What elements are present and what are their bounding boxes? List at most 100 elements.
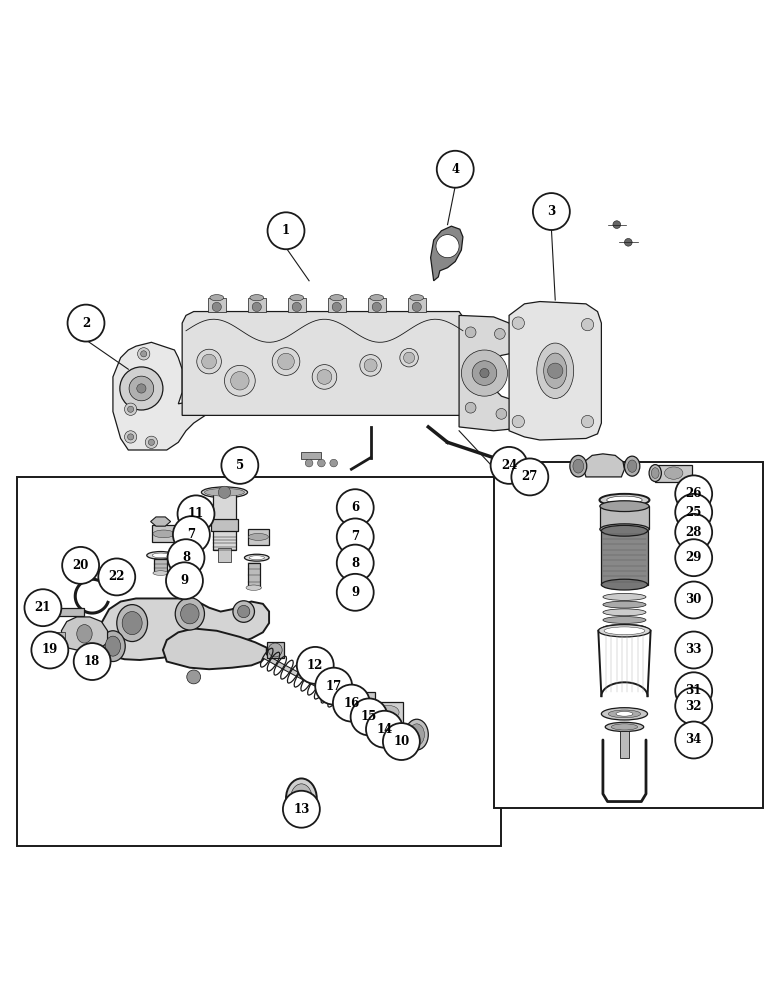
Ellipse shape xyxy=(652,468,659,478)
Ellipse shape xyxy=(603,617,646,623)
Text: 29: 29 xyxy=(686,551,702,564)
Ellipse shape xyxy=(603,609,646,616)
Circle shape xyxy=(625,238,632,246)
Circle shape xyxy=(197,349,222,374)
Text: 21: 21 xyxy=(35,601,51,614)
Text: 6: 6 xyxy=(351,501,359,514)
Bar xyxy=(367,298,386,312)
Text: 5: 5 xyxy=(235,459,244,472)
Bar xyxy=(267,642,283,658)
Circle shape xyxy=(141,351,147,357)
Bar xyxy=(301,452,320,459)
Bar xyxy=(248,529,269,545)
Ellipse shape xyxy=(603,593,646,600)
Circle shape xyxy=(124,403,137,415)
Ellipse shape xyxy=(181,604,199,624)
Ellipse shape xyxy=(117,605,147,642)
Text: 7: 7 xyxy=(188,528,195,541)
Circle shape xyxy=(166,562,203,599)
Ellipse shape xyxy=(76,625,92,643)
Bar xyxy=(39,608,84,616)
Text: 28: 28 xyxy=(686,526,702,539)
Circle shape xyxy=(360,355,381,376)
Text: 18: 18 xyxy=(84,655,100,668)
Circle shape xyxy=(127,434,134,440)
Circle shape xyxy=(613,221,621,228)
Ellipse shape xyxy=(608,710,641,718)
Ellipse shape xyxy=(205,488,245,496)
Ellipse shape xyxy=(122,612,142,635)
Circle shape xyxy=(547,363,563,378)
Circle shape xyxy=(124,431,137,443)
Bar xyxy=(208,298,226,312)
Polygon shape xyxy=(431,226,463,281)
Circle shape xyxy=(404,352,415,363)
Text: 8: 8 xyxy=(351,557,359,570)
Circle shape xyxy=(333,685,370,722)
Bar xyxy=(248,298,266,312)
Ellipse shape xyxy=(33,599,44,616)
Ellipse shape xyxy=(250,295,264,301)
Ellipse shape xyxy=(105,636,120,656)
Text: 19: 19 xyxy=(42,643,58,656)
Circle shape xyxy=(330,459,337,467)
Polygon shape xyxy=(151,517,171,526)
Polygon shape xyxy=(101,598,269,660)
Polygon shape xyxy=(182,312,463,415)
Text: 24: 24 xyxy=(501,459,517,472)
Bar xyxy=(211,519,239,531)
Bar xyxy=(601,531,648,585)
Text: 4: 4 xyxy=(451,163,459,176)
Circle shape xyxy=(252,302,262,312)
Circle shape xyxy=(73,643,110,680)
Text: 11: 11 xyxy=(188,507,204,520)
Circle shape xyxy=(312,365,337,389)
Polygon shape xyxy=(62,617,107,651)
Circle shape xyxy=(317,370,332,384)
Circle shape xyxy=(129,376,154,401)
Bar xyxy=(248,563,260,588)
Circle shape xyxy=(372,302,381,312)
Bar xyxy=(218,548,232,562)
Ellipse shape xyxy=(410,295,424,301)
Circle shape xyxy=(496,408,506,419)
Ellipse shape xyxy=(543,353,567,388)
Ellipse shape xyxy=(249,556,265,560)
Circle shape xyxy=(581,415,594,428)
Circle shape xyxy=(212,302,222,312)
Text: 10: 10 xyxy=(393,735,409,748)
Ellipse shape xyxy=(290,784,312,813)
Circle shape xyxy=(676,672,712,709)
Ellipse shape xyxy=(147,552,174,559)
Circle shape xyxy=(412,302,422,312)
Ellipse shape xyxy=(290,295,303,301)
Circle shape xyxy=(173,516,210,553)
Circle shape xyxy=(472,361,496,385)
Text: 32: 32 xyxy=(686,700,702,713)
Ellipse shape xyxy=(604,627,645,635)
Bar xyxy=(493,462,763,808)
Ellipse shape xyxy=(153,530,174,538)
Circle shape xyxy=(137,348,150,360)
Circle shape xyxy=(462,350,507,396)
Ellipse shape xyxy=(607,496,642,504)
Text: 14: 14 xyxy=(376,723,393,736)
Ellipse shape xyxy=(570,455,587,477)
Circle shape xyxy=(178,495,215,532)
Circle shape xyxy=(676,632,712,668)
Bar xyxy=(54,632,66,640)
Ellipse shape xyxy=(600,494,649,506)
Circle shape xyxy=(218,486,231,498)
Ellipse shape xyxy=(100,631,125,662)
Ellipse shape xyxy=(573,459,584,473)
Ellipse shape xyxy=(378,705,399,719)
Circle shape xyxy=(400,348,418,367)
Circle shape xyxy=(480,368,489,378)
Ellipse shape xyxy=(35,602,42,613)
Ellipse shape xyxy=(152,553,169,558)
Text: 9: 9 xyxy=(181,574,188,587)
Circle shape xyxy=(512,317,524,329)
Circle shape xyxy=(268,212,304,249)
Text: 15: 15 xyxy=(361,710,378,723)
Circle shape xyxy=(278,353,294,370)
